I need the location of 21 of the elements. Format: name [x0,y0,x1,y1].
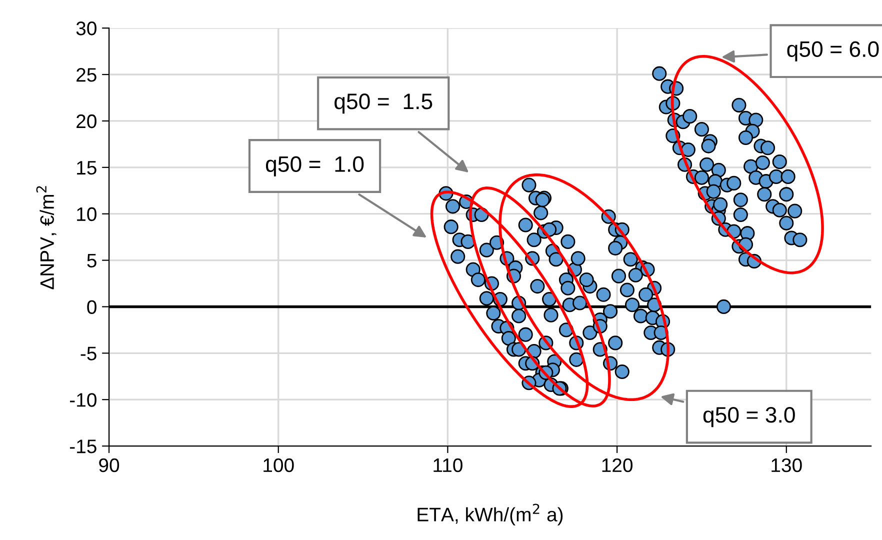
x-axis-title: ETA, kWh/(m$^{2}$ a) [418,504,563,526]
y-tick-label: 30 [76,22,96,36]
y-tick-label: 15 [77,161,96,175]
y-tick-label: 20 [76,114,96,128]
y-tick-label: 5 [87,254,96,268]
x-tick-label: 100 [264,458,294,472]
y-tick-label: 0 [87,300,96,314]
y-tick-label: -5 [80,346,96,360]
x-tick-label: 120 [602,458,633,472]
y-tick-label: 10 [77,207,96,222]
y-tick-label: 25 [76,68,96,82]
annotation: q50 = 1.5 [334,94,432,114]
x-tick-label: 130 [772,458,802,472]
y-axis-title: ΔNPV, €/m$^{2}$ [36,186,56,290]
x-tick-label: 90 [99,458,120,472]
y-tick-label: -10 [70,393,96,407]
annotation: q50 = 6.0 [787,41,879,62]
x-tick-label: 110 [434,458,462,472]
annotation: q50 = 1.0 [266,156,364,176]
y-tick-label: -15 [70,440,96,454]
annotation: q50 = 3.0 [703,407,795,428]
